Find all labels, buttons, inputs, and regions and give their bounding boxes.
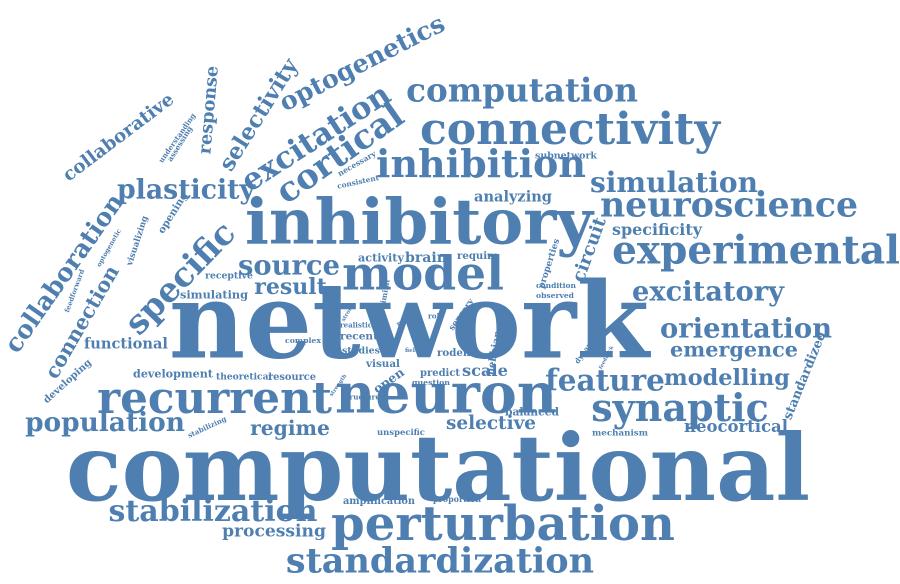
word-analyzing: analyzing bbox=[474, 191, 552, 206]
word-require: require bbox=[457, 251, 499, 261]
word-emergence: emergence bbox=[670, 340, 798, 361]
word-visual: visual bbox=[366, 359, 400, 369]
word-complex: complex bbox=[285, 337, 321, 345]
word-excitatory: excitatory bbox=[632, 278, 784, 305]
word-observed: observed bbox=[536, 292, 574, 300]
word-population: population bbox=[25, 410, 185, 436]
word-simulating: simulating bbox=[180, 289, 248, 300]
word-proportion: proportion bbox=[433, 496, 481, 504]
word-modelling: modelling bbox=[664, 367, 790, 389]
word-recent: recent bbox=[340, 332, 378, 343]
word-standardization: standardization bbox=[286, 544, 594, 579]
word-response: response bbox=[196, 65, 221, 155]
word-structure: structure bbox=[342, 393, 380, 400]
word-realistic: realistic bbox=[340, 322, 372, 329]
word-resource: resource bbox=[268, 373, 316, 383]
word-computation: computation bbox=[406, 75, 638, 108]
word-receptive: receptive bbox=[205, 271, 253, 280]
word-mechanism: mechanism bbox=[592, 429, 648, 438]
word-question: question bbox=[412, 379, 450, 387]
word-condition: condition bbox=[536, 282, 576, 290]
word-visualizing: visualizing bbox=[126, 215, 150, 267]
word-subnetwork: subnetwork bbox=[535, 151, 597, 160]
word-rodent: rodent bbox=[437, 348, 475, 358]
word-field: field bbox=[405, 349, 419, 355]
word-development: development bbox=[133, 368, 213, 379]
word-collaborative: collaborative bbox=[60, 90, 178, 185]
word-activity: activity bbox=[358, 252, 404, 263]
word-processing: processing bbox=[222, 523, 326, 540]
word-simulation: simulation bbox=[590, 169, 758, 197]
word-result: result bbox=[254, 276, 327, 298]
word-role: role bbox=[428, 312, 444, 319]
word-amplification: amplification bbox=[343, 497, 415, 507]
word-functional: functional bbox=[84, 338, 168, 353]
word-neocortical: neocortical bbox=[684, 419, 788, 435]
word-balanced: balanced bbox=[505, 408, 559, 419]
word-brain: brain bbox=[405, 251, 447, 265]
word-regime: regime bbox=[250, 418, 330, 438]
word-studies: studies bbox=[342, 346, 380, 355]
word-specificity: specificity bbox=[612, 222, 702, 238]
word-unspecific: unspecific bbox=[377, 427, 425, 435]
word-theoretical: theoretical bbox=[216, 372, 272, 381]
word-feature: feature bbox=[545, 365, 665, 394]
